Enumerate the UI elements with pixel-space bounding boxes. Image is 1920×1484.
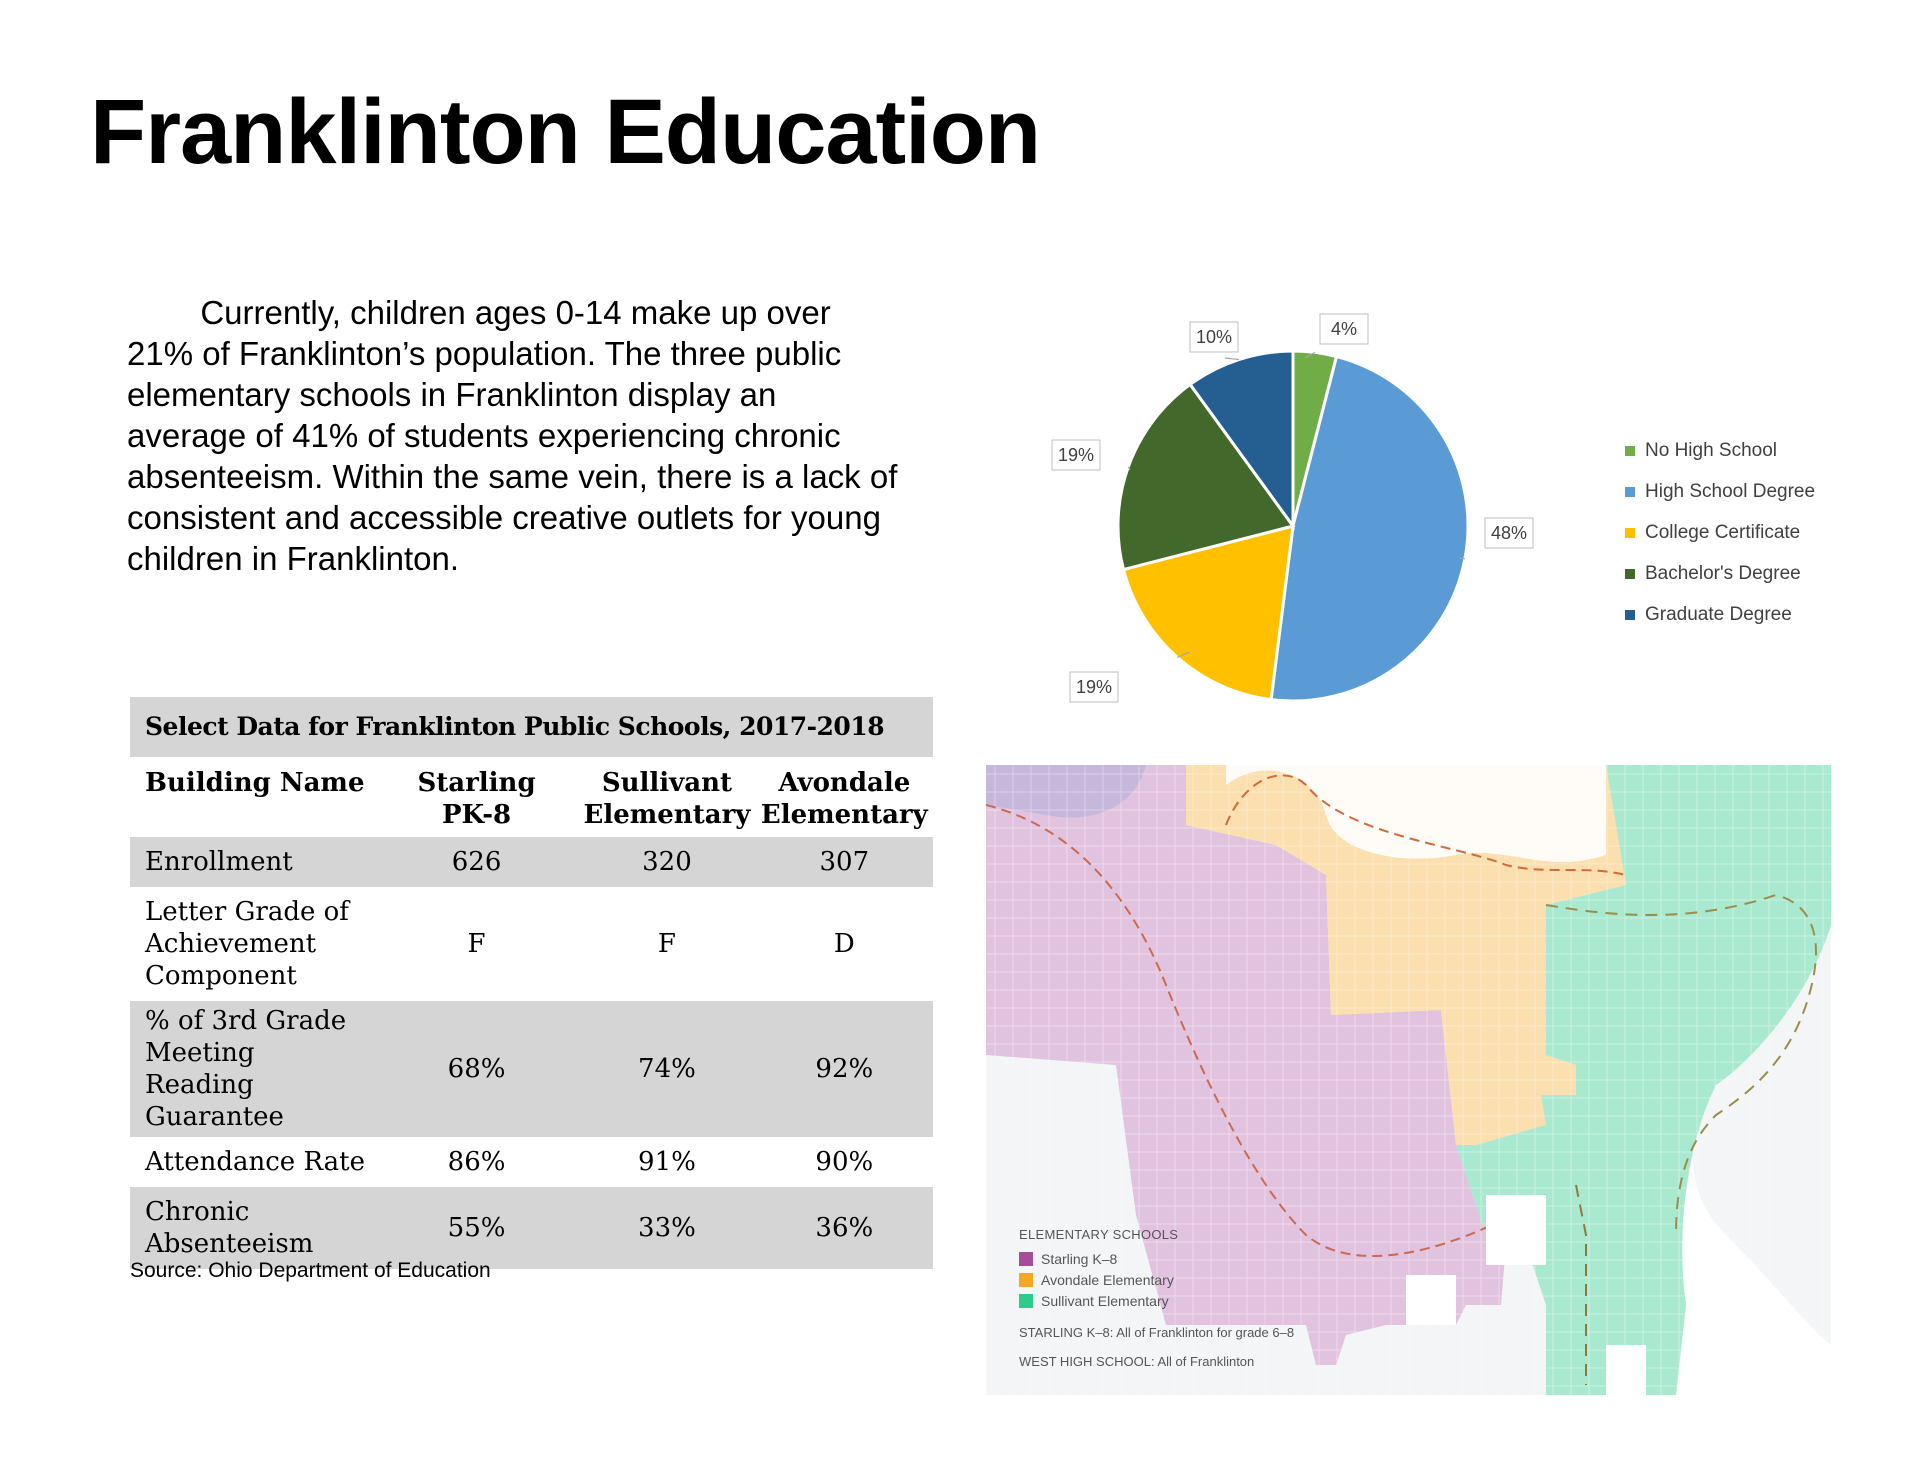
map-graphic (986, 765, 1831, 1395)
intro-line: average of 41% of students experiencing … (127, 417, 841, 454)
map-legend: ELEMENTARY SCHOOLS Starling K–8 Avondale… (1019, 1227, 1294, 1369)
legend-swatch (1625, 527, 1635, 538)
legend-swatch (1625, 609, 1635, 620)
intro-paragraph: Currently, children ages 0-14 make up ov… (127, 292, 957, 579)
pie-leader-line (1304, 351, 1316, 359)
school-zones-map (986, 765, 1831, 1395)
table-cell: F (467, 929, 486, 959)
column-header: Starling PK-8 (417, 768, 536, 830)
legend-item: Graduate Degree (1625, 594, 1815, 635)
pie-label-box (1069, 671, 1119, 703)
legend-swatch (1625, 486, 1635, 497)
map-legend-label: Starling K–8 (1041, 1250, 1118, 1267)
pie-label-box (1051, 439, 1101, 471)
intro-line: Currently, children ages 0-14 make up ov… (127, 294, 831, 331)
map-note: WEST HIGH SCHOOL: All of Franklinton (1019, 1354, 1255, 1369)
table-row: Chronic Absenteeism 55% 33% 36% (130, 1187, 933, 1269)
legend-item: College Certificate (1625, 512, 1815, 553)
map-legend-swatch (1019, 1251, 1033, 1266)
pie-label-box (1484, 517, 1534, 549)
legend-swatch (1625, 568, 1635, 579)
pie-data-label: 48% (1491, 523, 1527, 543)
row-label: Letter Grade of Achievement Component (145, 897, 349, 991)
table-row: Enrollment 626 320 307 (130, 837, 933, 887)
table-row: Letter Grade of Achievement Component F … (130, 887, 933, 1001)
row-label: Chronic Absenteeism (130, 1187, 375, 1269)
table-cell: D (833, 929, 855, 959)
table-title: Select Data for Franklinton Public Schoo… (130, 697, 933, 757)
map-legend-label: Sullivant Elementary (1041, 1292, 1169, 1309)
table-cell: 86% (447, 1147, 506, 1177)
intro-line: absenteeism. Within the same vein, there… (127, 458, 898, 495)
table-cell: 33% (578, 1187, 756, 1269)
intro-line: consistent and accessible creative outle… (127, 499, 881, 536)
education-pie-chart: 4% 48% 19% 19% 10% (1051, 313, 1534, 703)
table-row: % of 3rd Grade Meeting Reading Guarantee… (130, 1001, 933, 1137)
table-cell: 90% (815, 1147, 874, 1177)
legend-item: High School Degree (1625, 471, 1815, 512)
pie-slice (1269, 354, 1470, 703)
table-cell: F (657, 929, 676, 959)
legend-label: Graduate Degree (1645, 603, 1792, 625)
table-cell: 307 (755, 837, 933, 887)
table-cell: 626 (374, 837, 579, 887)
column-header: Sullivant Elementary (583, 768, 751, 830)
table-cell: 36% (755, 1187, 933, 1269)
pie-label-box (1189, 321, 1239, 353)
map-legend-item: Avondale Elementary (1019, 1269, 1294, 1290)
table-source: Source: Ohio Department of Education (130, 1259, 491, 1282)
pie-leader-line (1177, 651, 1191, 658)
column-header: Avondale Elementary (760, 768, 928, 830)
row-label: Attendance Rate (145, 1147, 365, 1177)
pie-data-label: 4% (1331, 319, 1357, 339)
legend-label: High School Degree (1645, 480, 1816, 502)
map-legend-title: ELEMENTARY SCHOOLS (1019, 1227, 1179, 1242)
table-cell: 74% (578, 1001, 756, 1137)
table-cell: 92% (755, 1001, 933, 1137)
table-row: Attendance Rate 86% 91% 90% (130, 1137, 933, 1187)
legend-item: No High School (1625, 430, 1815, 471)
pie-slice (1188, 349, 1295, 531)
map-legend-swatch (1019, 1272, 1033, 1287)
table-cell: 55% (374, 1187, 579, 1269)
intro-line: children in Franklinton. (127, 540, 459, 577)
schools-data-table: Select Data for Franklinton Public Schoo… (130, 697, 933, 1269)
map-legend-item: Sullivant Elementary (1019, 1290, 1294, 1311)
pie-data-label: 19% (1058, 445, 1094, 465)
map-legend-swatch (1019, 1293, 1033, 1308)
pie-label-box (1319, 313, 1369, 345)
map-note: STARLING K–8: All of Franklinton for gra… (1019, 1325, 1295, 1340)
table-cell: 91% (638, 1147, 696, 1177)
map-legend-item: Starling K–8 (1019, 1248, 1294, 1269)
pie-data-label: 10% (1196, 327, 1232, 347)
intro-line: elementary schools in Franklinton displa… (127, 376, 777, 413)
row-label: % of 3rd Grade Meeting Reading Guarantee (130, 1001, 375, 1137)
pie-leader-line (1224, 357, 1239, 361)
page-title: Franklinton Education (90, 81, 1041, 183)
legend-item: Bachelor's Degree (1625, 553, 1815, 594)
legend-label: College Certificate (1645, 521, 1801, 543)
map-legend-label: Avondale Elementary (1041, 1271, 1174, 1288)
intro-line: 21% of Franklinton’s population. The thr… (127, 335, 842, 372)
legend-label: Bachelor's Degree (1645, 562, 1801, 584)
table-cell: 320 (578, 837, 756, 887)
pie-leader-line (1127, 466, 1131, 471)
row-label: Enrollment (130, 837, 375, 887)
legend-swatch (1625, 445, 1635, 456)
pie-leader-line (1459, 557, 1465, 560)
legend-label: No High School (1645, 439, 1778, 461)
column-header: Building Name (145, 768, 365, 798)
pie-legend: No High School High School Degree Colleg… (1625, 430, 1815, 635)
pie-data-label: 19% (1076, 677, 1112, 697)
table-cell: 68% (374, 1001, 579, 1137)
